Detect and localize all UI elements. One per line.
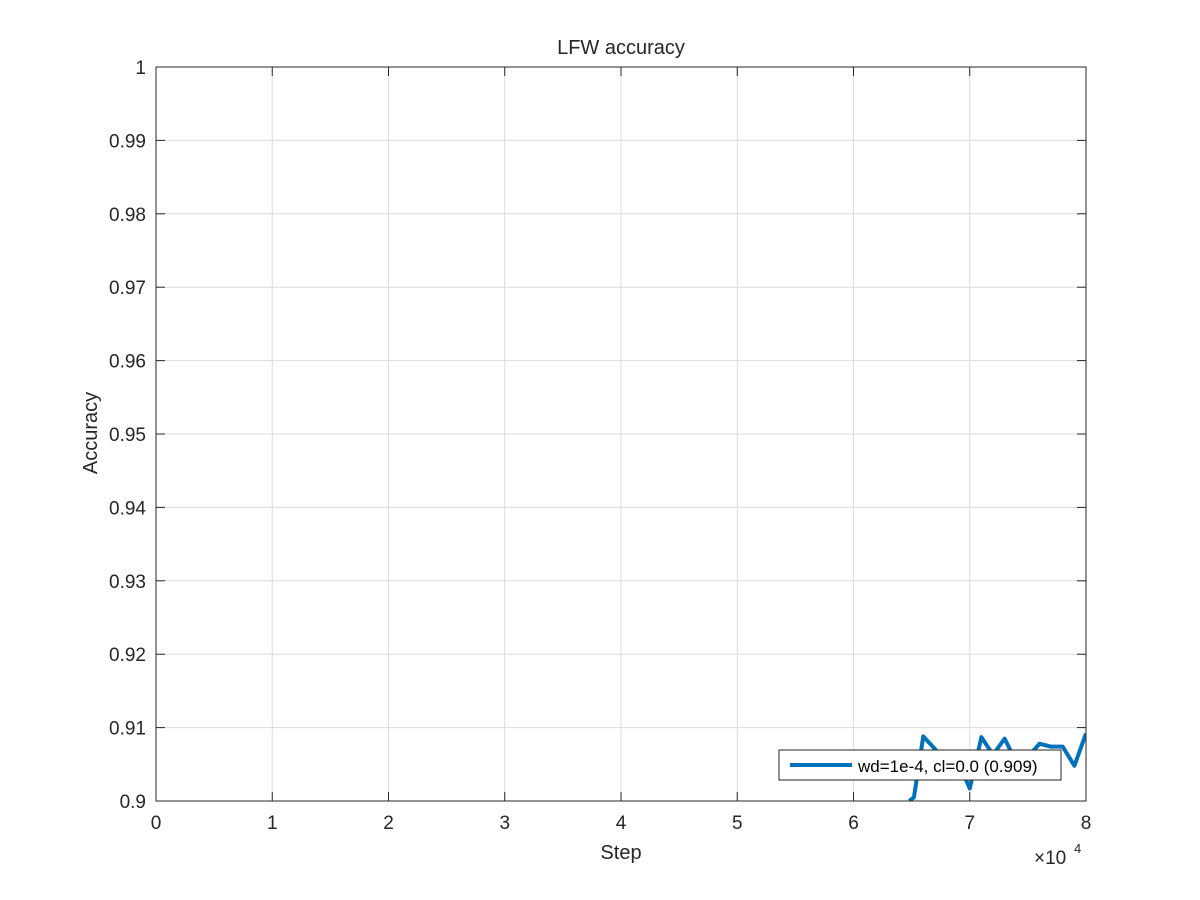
x-axis-exponent: ×10 4 (1034, 841, 1081, 869)
axis-ticks (155, 66, 1087, 802)
y-tick-label: 0.93 (109, 572, 146, 593)
y-tick-labels: 0.9 0.91 0.92 0.93 0.94 0.95 0.96 0.97 0.98 0.99 1 (109, 58, 146, 813)
x-tick-label: 1 (267, 813, 278, 834)
y-tick-label: 0.91 (109, 719, 146, 740)
legend: wd=1e-4, cl=0.0 (0.909) (778, 749, 1062, 781)
x-tick-label: 4 (616, 813, 627, 834)
y-tick-label: 0.96 (109, 352, 146, 373)
y-tick-label: 0.92 (109, 645, 146, 666)
grid-lines (155, 66, 1087, 802)
y-tick-label: 0.99 (109, 131, 146, 152)
y-tick-label: 0.97 (109, 278, 146, 299)
y-tick-label: 1 (135, 58, 146, 79)
y-tick-label: 0.94 (109, 498, 146, 519)
y-tick-label: 0.95 (109, 425, 146, 446)
y-tick-label: 0.98 (109, 205, 146, 226)
x-tick-label: 5 (732, 813, 743, 834)
chart-title: LFW accuracy (557, 37, 685, 59)
x-tick-label: 2 (383, 813, 394, 834)
x-exponent-base: ×10 (1034, 848, 1066, 869)
y-axis-label: Accuracy (80, 392, 102, 474)
legend-entry: wd=1e-4, cl=0.0 (0.909) (857, 757, 1038, 776)
x-tick-labels: 0 1 2 3 4 5 6 7 8 (151, 813, 1092, 834)
y-tick-label: 0.9 (120, 792, 146, 813)
x-exponent-power: 4 (1074, 841, 1081, 856)
x-axis-label: Step (600, 842, 641, 864)
x-tick-label: 3 (499, 813, 510, 834)
x-tick-label: 7 (964, 813, 975, 834)
x-tick-label: 6 (848, 813, 859, 834)
x-tick-label: 8 (1081, 813, 1092, 834)
x-tick-label: 0 (151, 813, 162, 834)
